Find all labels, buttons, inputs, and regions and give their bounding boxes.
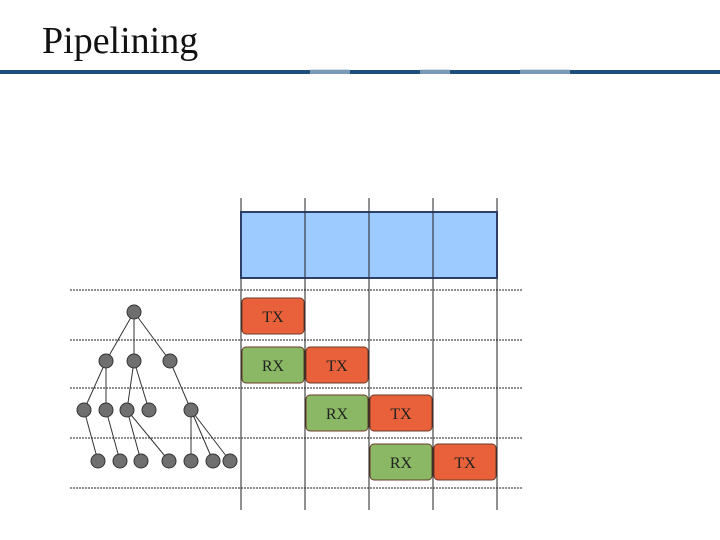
- timing-cells: TX RX TX RX TX RX TX: [241, 297, 497, 481]
- tree-node: [183, 453, 199, 469]
- tx-cell-box: [241, 297, 305, 335]
- tree-nodes: [76, 304, 238, 469]
- rx-cell: RX: [241, 346, 305, 384]
- tree-edge: [105, 311, 135, 362]
- tree-node: [76, 402, 92, 418]
- tree-edge: [105, 409, 121, 462]
- tree: [76, 304, 238, 469]
- tree-node: [126, 353, 142, 369]
- tree-edge: [126, 360, 135, 411]
- tree-edge: [169, 360, 192, 411]
- title-bar-accent-1: [310, 69, 350, 74]
- tx-cell-label: TX: [390, 406, 412, 423]
- slide-title: Pipelining: [42, 20, 199, 62]
- tree-edge: [133, 311, 171, 362]
- tree-node: [183, 402, 199, 418]
- tx-cell: TX: [305, 346, 369, 384]
- rx-cell-label: RX: [326, 406, 349, 423]
- title-underline-bar: [0, 69, 720, 74]
- tree-node: [98, 353, 114, 369]
- top-bar-dividers: [304, 212, 434, 278]
- tree-edge: [190, 409, 231, 462]
- tx-cell: TX: [433, 443, 497, 481]
- tree-node: [222, 453, 238, 469]
- tx-cell-box: [369, 394, 433, 432]
- rx-cell-label: RX: [262, 358, 285, 375]
- title-bar-base: [0, 70, 720, 74]
- tree-node: [205, 453, 221, 469]
- tx-cell: TX: [241, 297, 305, 335]
- tx-cell-label: TX: [262, 309, 284, 326]
- title-bar-accent-3: [520, 69, 570, 74]
- rx-cell-box: [305, 394, 369, 432]
- tree-node: [119, 402, 135, 418]
- tree-node: [98, 402, 114, 418]
- tx-cell: TX: [369, 394, 433, 432]
- tree-edge: [83, 360, 107, 411]
- rx-cell: RX: [305, 394, 369, 432]
- tree-edges: [83, 311, 231, 462]
- rx-cell-label: RX: [390, 455, 413, 472]
- rx-cell-box: [241, 346, 305, 384]
- title-bar-accent-2: [420, 69, 450, 74]
- tree-edge: [133, 360, 150, 411]
- tree-node: [90, 453, 106, 469]
- tree-node: [133, 453, 149, 469]
- tree-edge: [126, 409, 142, 462]
- tree-node: [141, 402, 157, 418]
- tx-cell-label: TX: [454, 455, 476, 472]
- rx-cell: RX: [369, 443, 433, 481]
- tx-cell-box: [305, 346, 369, 384]
- tx-cell-label: TX: [326, 358, 348, 375]
- tree-node: [161, 453, 177, 469]
- rx-cell-box: [369, 443, 433, 481]
- tree-node: [126, 304, 142, 320]
- tree-node: [162, 353, 178, 369]
- tree-node: [112, 453, 128, 469]
- tx-cell-box: [433, 443, 497, 481]
- tree-edge: [126, 409, 170, 462]
- tree-edge: [83, 409, 99, 462]
- tree-edge: [190, 409, 214, 462]
